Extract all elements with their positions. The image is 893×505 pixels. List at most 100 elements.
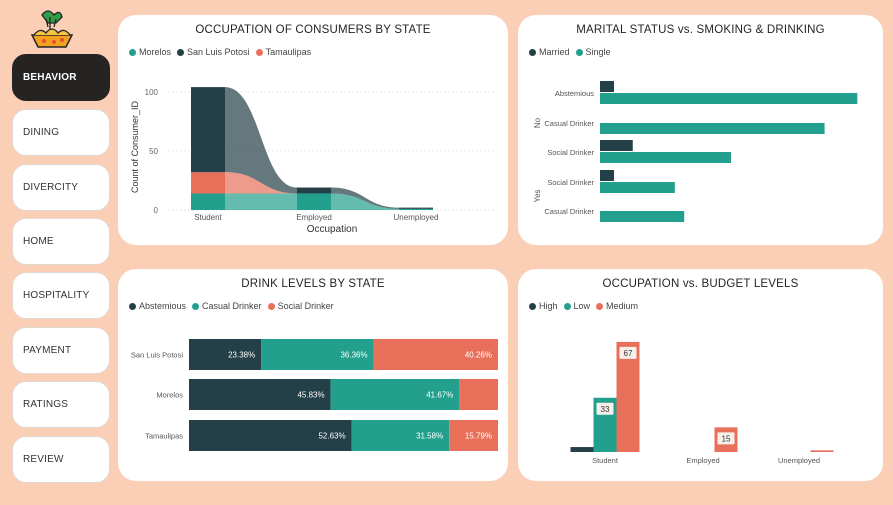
- nav-button-dining[interactable]: DINING: [12, 109, 110, 156]
- legend-label: Married: [539, 47, 570, 57]
- legend-item-single[interactable]: Single: [575, 47, 611, 57]
- y-tick-label: Social Drinker: [547, 148, 594, 157]
- legend-item-tamaulipas[interactable]: Tamaulipas: [255, 47, 312, 57]
- legend: Married Single: [529, 47, 611, 57]
- legend-item-medium[interactable]: Medium: [596, 301, 638, 311]
- data-label: 41.67%: [426, 391, 453, 400]
- legend-item-san-luis-potosi[interactable]: San Luis Potosi: [177, 47, 250, 57]
- chart-title: OCCUPATION OF CONSUMERS BY STATE: [195, 24, 431, 36]
- nav-button-hospitality[interactable]: HOSPITALITY: [12, 272, 110, 319]
- ribbon-morelos: [225, 193, 297, 210]
- bar-morelos: [399, 208, 433, 210]
- budget-levels-card: OCCUPATION vs. BUDGET LEVELS High Low Me…: [518, 269, 883, 481]
- y-tick-label: Casual Drinker: [544, 119, 594, 128]
- chart-title: DRINK LEVELS BY STATE: [241, 278, 385, 290]
- bar-morelos: [297, 193, 331, 210]
- legend-item-high[interactable]: High: [529, 301, 558, 311]
- nav-button-review[interactable]: REVIEW: [12, 436, 110, 483]
- legend-item-morelos[interactable]: Morelos: [129, 47, 171, 57]
- bar-married: [600, 170, 615, 181]
- x-tick-label: Employed: [296, 213, 332, 222]
- legend-label: Casual Drinker: [202, 301, 262, 311]
- legend-label: Tamaulipas: [265, 47, 312, 57]
- x-axis-label: Occupation: [307, 224, 358, 235]
- data-label: 40.26%: [465, 351, 492, 360]
- legend-item-married[interactable]: Married: [529, 47, 570, 57]
- drink-levels-card: DRINK LEVELS BY STATE Abstemious Casual …: [118, 269, 508, 481]
- legend-label: Single: [585, 47, 611, 57]
- data-label-box: [717, 432, 735, 445]
- y-tick-label: Casual Drinker: [544, 207, 594, 216]
- legend-label: Medium: [606, 301, 639, 311]
- food-logo-icon: [30, 10, 74, 48]
- x-tick-label: Unemployed: [394, 213, 439, 222]
- nav-button-payment[interactable]: PAYMENT: [12, 327, 110, 374]
- data-label-box: [596, 402, 614, 415]
- data-label: 67: [624, 349, 633, 358]
- y-tick-label: 50: [149, 147, 158, 156]
- bar-morelos: [191, 193, 225, 210]
- legend-item-low[interactable]: Low: [563, 301, 591, 311]
- y-tick-label: 0: [154, 206, 159, 215]
- data-label: 15: [722, 434, 731, 443]
- legend: Abstemious Casual Drinker Social Drinker: [129, 301, 334, 311]
- legend: Morelos San Luis Potosi Tamaulipas: [129, 47, 311, 57]
- data-label-box: [619, 346, 637, 359]
- bar-single: [600, 93, 858, 104]
- y-axis-label: Count of Consumer_ID: [130, 100, 140, 193]
- marital-status-card: MARITAL STATUS vs. SMOKING & DRINKING Ma…: [518, 15, 883, 245]
- bar-married: [600, 81, 615, 92]
- data-label: 15.79%: [465, 432, 492, 441]
- chart-title: MARITAL STATUS vs. SMOKING & DRINKING: [576, 24, 825, 36]
- bar-segment-abstemious: [189, 420, 352, 451]
- data-label: 33: [601, 405, 610, 414]
- bar-single: [600, 123, 825, 134]
- budget-bar-chart[interactable]: 33 67 Student 15 Employed Unemployed: [518, 269, 883, 481]
- nav-button-ratings[interactable]: RATINGS: [12, 381, 110, 428]
- bar-segment-abstemious: [189, 339, 262, 370]
- y-tick-label: Tamaulipas: [145, 432, 183, 441]
- group-label-yes: Yes: [533, 189, 542, 202]
- occupation-area-chart[interactable]: 0 50 100 Count of Consumer_ID Student Employe…: [118, 15, 508, 245]
- ribbon-san-luis-potosi: [225, 87, 297, 194]
- nav-button-home[interactable]: HOME: [12, 218, 110, 265]
- y-tick-label: Abstemious: [555, 89, 594, 98]
- x-tick-label: Student: [194, 213, 222, 222]
- ribbon-san-luis-potosi: [331, 187, 399, 209]
- drink-levels-bar-chart[interactable]: San Luis Potosi 23.38% 36.36% 40.26% Morelos…: [118, 269, 508, 481]
- legend-label: High: [539, 301, 558, 311]
- marital-bar-chart[interactable]: No Yes Abstemious Casual Drinker Social Drin…: [518, 15, 883, 245]
- bar-segment-social-drinker: [373, 339, 498, 370]
- legend-item-casual-drinker[interactable]: Casual Drinker: [192, 301, 262, 311]
- data-label: 31.58%: [416, 432, 443, 441]
- legend-label: Morelos: [139, 47, 172, 57]
- x-tick-label: Unemployed: [778, 456, 820, 465]
- bar-segment-social-drinker: [459, 379, 498, 410]
- ribbon-morelos: [331, 193, 399, 210]
- y-tick-label: San Luis Potosi: [131, 351, 183, 360]
- nav-button-divercity[interactable]: DIVERCITY: [12, 164, 110, 211]
- bar-married: [600, 140, 633, 151]
- x-tick-label: Employed: [686, 456, 719, 465]
- bar-single: [600, 152, 731, 163]
- legend-item-social-drinker[interactable]: Social Drinker: [267, 301, 334, 311]
- bar-segment-casual-drinker: [261, 339, 374, 370]
- bar-single: [600, 211, 685, 222]
- nav-button-behavior[interactable]: BEHAVIOR: [12, 54, 110, 101]
- ribbon-tamaulipas: [225, 172, 297, 194]
- bar-segment-casual-drinker: [351, 420, 450, 451]
- y-tick-label: 100: [145, 88, 159, 97]
- bar-medium: [810, 450, 834, 452]
- data-label: 23.38%: [228, 351, 255, 360]
- group-label-no: No: [533, 117, 542, 128]
- bar-tamaulipas: [191, 172, 225, 194]
- chart-title: OCCUPATION vs. BUDGET LEVELS: [602, 278, 799, 290]
- bar-san-luis-potosi: [191, 87, 225, 173]
- bar-segment-abstemious: [189, 379, 331, 410]
- bar-san-luis-potosi: [297, 187, 331, 194]
- bar-high: [570, 447, 594, 452]
- bar-single: [600, 182, 675, 193]
- legend-item-abstemious[interactable]: Abstemious: [129, 301, 186, 311]
- legend-label: Low: [573, 301, 591, 311]
- legend: High Low Medium: [529, 301, 638, 311]
